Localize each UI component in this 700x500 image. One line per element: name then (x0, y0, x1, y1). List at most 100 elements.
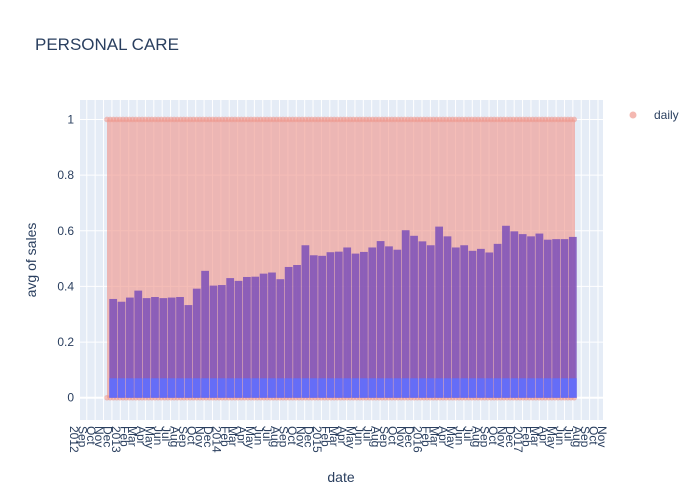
monthly-bar (151, 297, 159, 398)
monthly-bar-base (268, 378, 276, 398)
monthly-bar-base (543, 378, 552, 398)
x-tick-label: Apr (536, 426, 550, 445)
x-tick-label: Sep (176, 426, 190, 448)
monthly-bar-base (159, 378, 168, 398)
monthly-bar (401, 230, 410, 398)
monthly-bar-base (326, 378, 335, 398)
x-tick-label: Aug (570, 426, 584, 447)
x-tick-label: Dec (402, 426, 416, 447)
y-tick-label: 0.6 (57, 224, 74, 238)
x-tick-label: Nov (494, 426, 508, 447)
daily-point (571, 116, 577, 123)
monthly-bar-base (502, 378, 510, 398)
x-tick-label: Sep (75, 426, 89, 448)
x-tick-label: Apr (134, 426, 148, 445)
x-axis-ticks: 2012SepOctNovDec2013FebMarAprMayJunJulAu… (67, 426, 609, 453)
y-axis-ticks: 0 0.2 0.4 0.6 0.8 1 (57, 112, 74, 404)
monthly-bar-base (234, 378, 243, 398)
monthly-bar-base (568, 378, 577, 398)
monthly-bar-base (552, 378, 560, 398)
monthly-bar-base (518, 378, 527, 398)
monthly-bar (117, 301, 126, 398)
monthly-bar (527, 236, 535, 398)
monthly-bar (217, 285, 226, 398)
monthly-bar-base (451, 378, 460, 398)
monthly-bar (268, 272, 276, 398)
monthly-bar (284, 266, 293, 398)
monthly-bar (343, 247, 352, 398)
monthly-bar (259, 273, 268, 398)
monthly-bar (510, 231, 519, 398)
x-tick-label: Sep (578, 426, 592, 448)
x-tick-label: Mar (226, 426, 240, 447)
monthly-bar (443, 236, 452, 398)
monthly-bar (560, 239, 569, 398)
monthly-bar-base (142, 378, 151, 398)
monthly-bar-base (376, 378, 385, 398)
monthly-bar (309, 255, 318, 398)
monthly-bar-base (243, 378, 251, 398)
monthly-bar-base (309, 378, 318, 398)
monthly-bar (301, 245, 310, 398)
monthly-bar-base (126, 378, 134, 398)
monthly-bar (426, 245, 435, 398)
x-tick-label: Feb (117, 426, 131, 447)
x-tick-label: Oct (285, 426, 299, 445)
x-tick-label: Aug (469, 426, 483, 447)
x-tick-label: Jul (159, 426, 173, 441)
monthly-bar (243, 276, 251, 398)
x-tick-label: Jul (260, 426, 274, 441)
x-tick-label: Oct (486, 426, 500, 445)
legend-label-daily: daily (654, 108, 679, 122)
x-tick-label: Feb (520, 426, 534, 447)
x-tick-label: Feb (218, 426, 232, 447)
monthly-bar (201, 270, 209, 398)
y-axis-title: avg of sales (23, 223, 39, 298)
monthly-bar-base (418, 378, 427, 398)
x-tick-label: Jun (151, 426, 165, 445)
x-tick-label: 2017 (511, 426, 525, 453)
y-tick-label: 1 (67, 112, 74, 126)
monthly-bar-base (385, 378, 393, 398)
monthly-bar (351, 253, 360, 398)
x-tick-label: Mar (327, 426, 341, 447)
monthly-bar-base (468, 378, 477, 398)
monthly-bar-base (284, 378, 293, 398)
monthly-bar-base (276, 378, 285, 398)
monthly-bar (385, 246, 393, 398)
monthly-bar-base (301, 378, 310, 398)
x-tick-label: Mar (427, 426, 441, 447)
monthly-bar-base (510, 378, 519, 398)
legend-marker-daily (629, 111, 637, 119)
monthly-bar (393, 249, 402, 398)
monthly-bar-base (192, 378, 201, 398)
legend[interactable]: daily (629, 108, 679, 122)
monthly-bar-base (184, 378, 193, 398)
x-tick-label: 2016 (411, 426, 425, 453)
monthly-bar (368, 247, 377, 398)
monthly-bar (410, 235, 418, 398)
x-axis-title: date (327, 469, 354, 485)
monthly-bar (376, 241, 385, 398)
x-tick-label: Jun (251, 426, 265, 445)
monthly-bar-base (217, 378, 226, 398)
monthly-bar (134, 290, 143, 398)
monthly-bar-base (209, 378, 218, 398)
monthly-bar-base (351, 378, 360, 398)
x-tick-label: Oct (184, 426, 198, 445)
monthly-bar (552, 239, 560, 398)
x-tick-label: Jul (360, 426, 374, 441)
x-tick-label: Oct (385, 426, 399, 445)
y-tick-label: 0.2 (57, 335, 74, 349)
monthly-bar-base (460, 378, 469, 398)
monthly-bar (276, 279, 285, 398)
y-tick-label: 0 (67, 391, 74, 405)
x-tick-label: 2015 (310, 426, 324, 453)
monthly-bar (326, 252, 335, 398)
monthly-bar-base (435, 378, 443, 398)
x-tick-label: Dec (302, 426, 316, 447)
monthly-bar (318, 255, 326, 398)
monthly-bar (460, 245, 469, 398)
monthly-bar-base (426, 378, 435, 398)
